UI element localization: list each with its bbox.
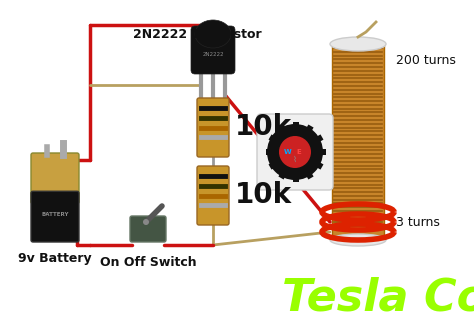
Text: W: W [284,149,292,155]
FancyBboxPatch shape [197,166,229,225]
Ellipse shape [195,20,231,48]
Circle shape [267,124,323,180]
FancyBboxPatch shape [197,98,229,157]
Bar [268,135,278,144]
Text: BATTERY: BATTERY [41,212,69,217]
Text: On Off Switch: On Off Switch [100,256,196,269]
Text: 2N2222 Transistor: 2N2222 Transistor [133,28,262,41]
Bar [318,149,326,155]
Bar [332,44,384,240]
Bar [278,170,288,179]
Text: 3 turns: 3 turns [396,215,440,228]
Text: ⌇: ⌇ [293,154,297,163]
Bar [314,161,323,170]
Bar [293,174,299,182]
Text: E: E [296,149,301,155]
Circle shape [143,219,149,225]
Bar [278,124,288,135]
Bar [268,161,278,170]
Text: 9v Battery: 9v Battery [18,252,92,265]
FancyBboxPatch shape [257,114,333,190]
Bar [304,170,314,179]
FancyBboxPatch shape [31,191,79,242]
FancyBboxPatch shape [31,153,79,204]
Bar [293,122,299,130]
Text: 10k: 10k [235,181,292,209]
Text: 2N2222: 2N2222 [202,51,224,57]
Circle shape [279,136,311,168]
Text: 200 turns: 200 turns [396,54,456,67]
Ellipse shape [330,234,386,246]
Text: Tesla Coil: Tesla Coil [282,277,474,319]
FancyBboxPatch shape [130,216,166,242]
Text: 10k: 10k [235,113,292,141]
Bar [266,149,274,155]
Bar [314,135,323,144]
Ellipse shape [330,37,386,51]
Bar [304,124,314,135]
FancyBboxPatch shape [191,26,235,74]
